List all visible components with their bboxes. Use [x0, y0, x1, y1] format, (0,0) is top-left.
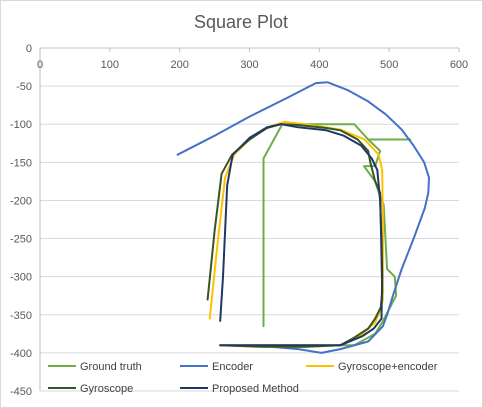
legend: Ground truth Encoder Gyroscope+encoder Gyro… [48, 361, 438, 395]
x-tick-label: 200 [170, 59, 188, 71]
y-tick-label: -350 [10, 310, 32, 322]
legend-label: Ground truth [80, 361, 142, 373]
legend-label: Gyroscope+encoder [338, 361, 438, 373]
series-line-encoder [176, 81, 430, 354]
x-tick-label: 300 [240, 59, 258, 71]
y-tick-label: 0 [26, 43, 32, 55]
y-tick-label: -450 [10, 386, 32, 398]
x-tick-label: 500 [380, 59, 398, 71]
y-tick-label: -100 [10, 119, 32, 131]
y-tick-label: -200 [10, 195, 32, 207]
axes: 0 -50 -100 -150 -200 -250 -300 -350 -400 -450 0 100… [10, 43, 468, 398]
series-line-gyroscope-encoder [208, 120, 384, 348]
series-layer [176, 81, 430, 354]
legend-label: Proposed Method [212, 383, 299, 395]
x-tick-label: 100 [101, 59, 119, 71]
legend-label: Gyroscope [80, 383, 133, 395]
x-tick-label: 600 [450, 59, 468, 71]
y-tick-label: -150 [10, 157, 32, 169]
chart-title: Square Plot [194, 12, 288, 32]
x-tick-label: 400 [310, 59, 328, 71]
legend-label: Encoder [212, 361, 253, 373]
grid-lines [40, 85, 459, 392]
y-tick-label: -50 [16, 81, 32, 93]
y-tick-label: -300 [10, 272, 32, 284]
y-tick-label: -400 [10, 348, 32, 360]
series-line-gyroscope [206, 123, 384, 348]
series-line-proposed-method [219, 123, 384, 347]
x-tick-label: 0 [37, 59, 43, 71]
y-tick-label: -250 [10, 234, 32, 246]
